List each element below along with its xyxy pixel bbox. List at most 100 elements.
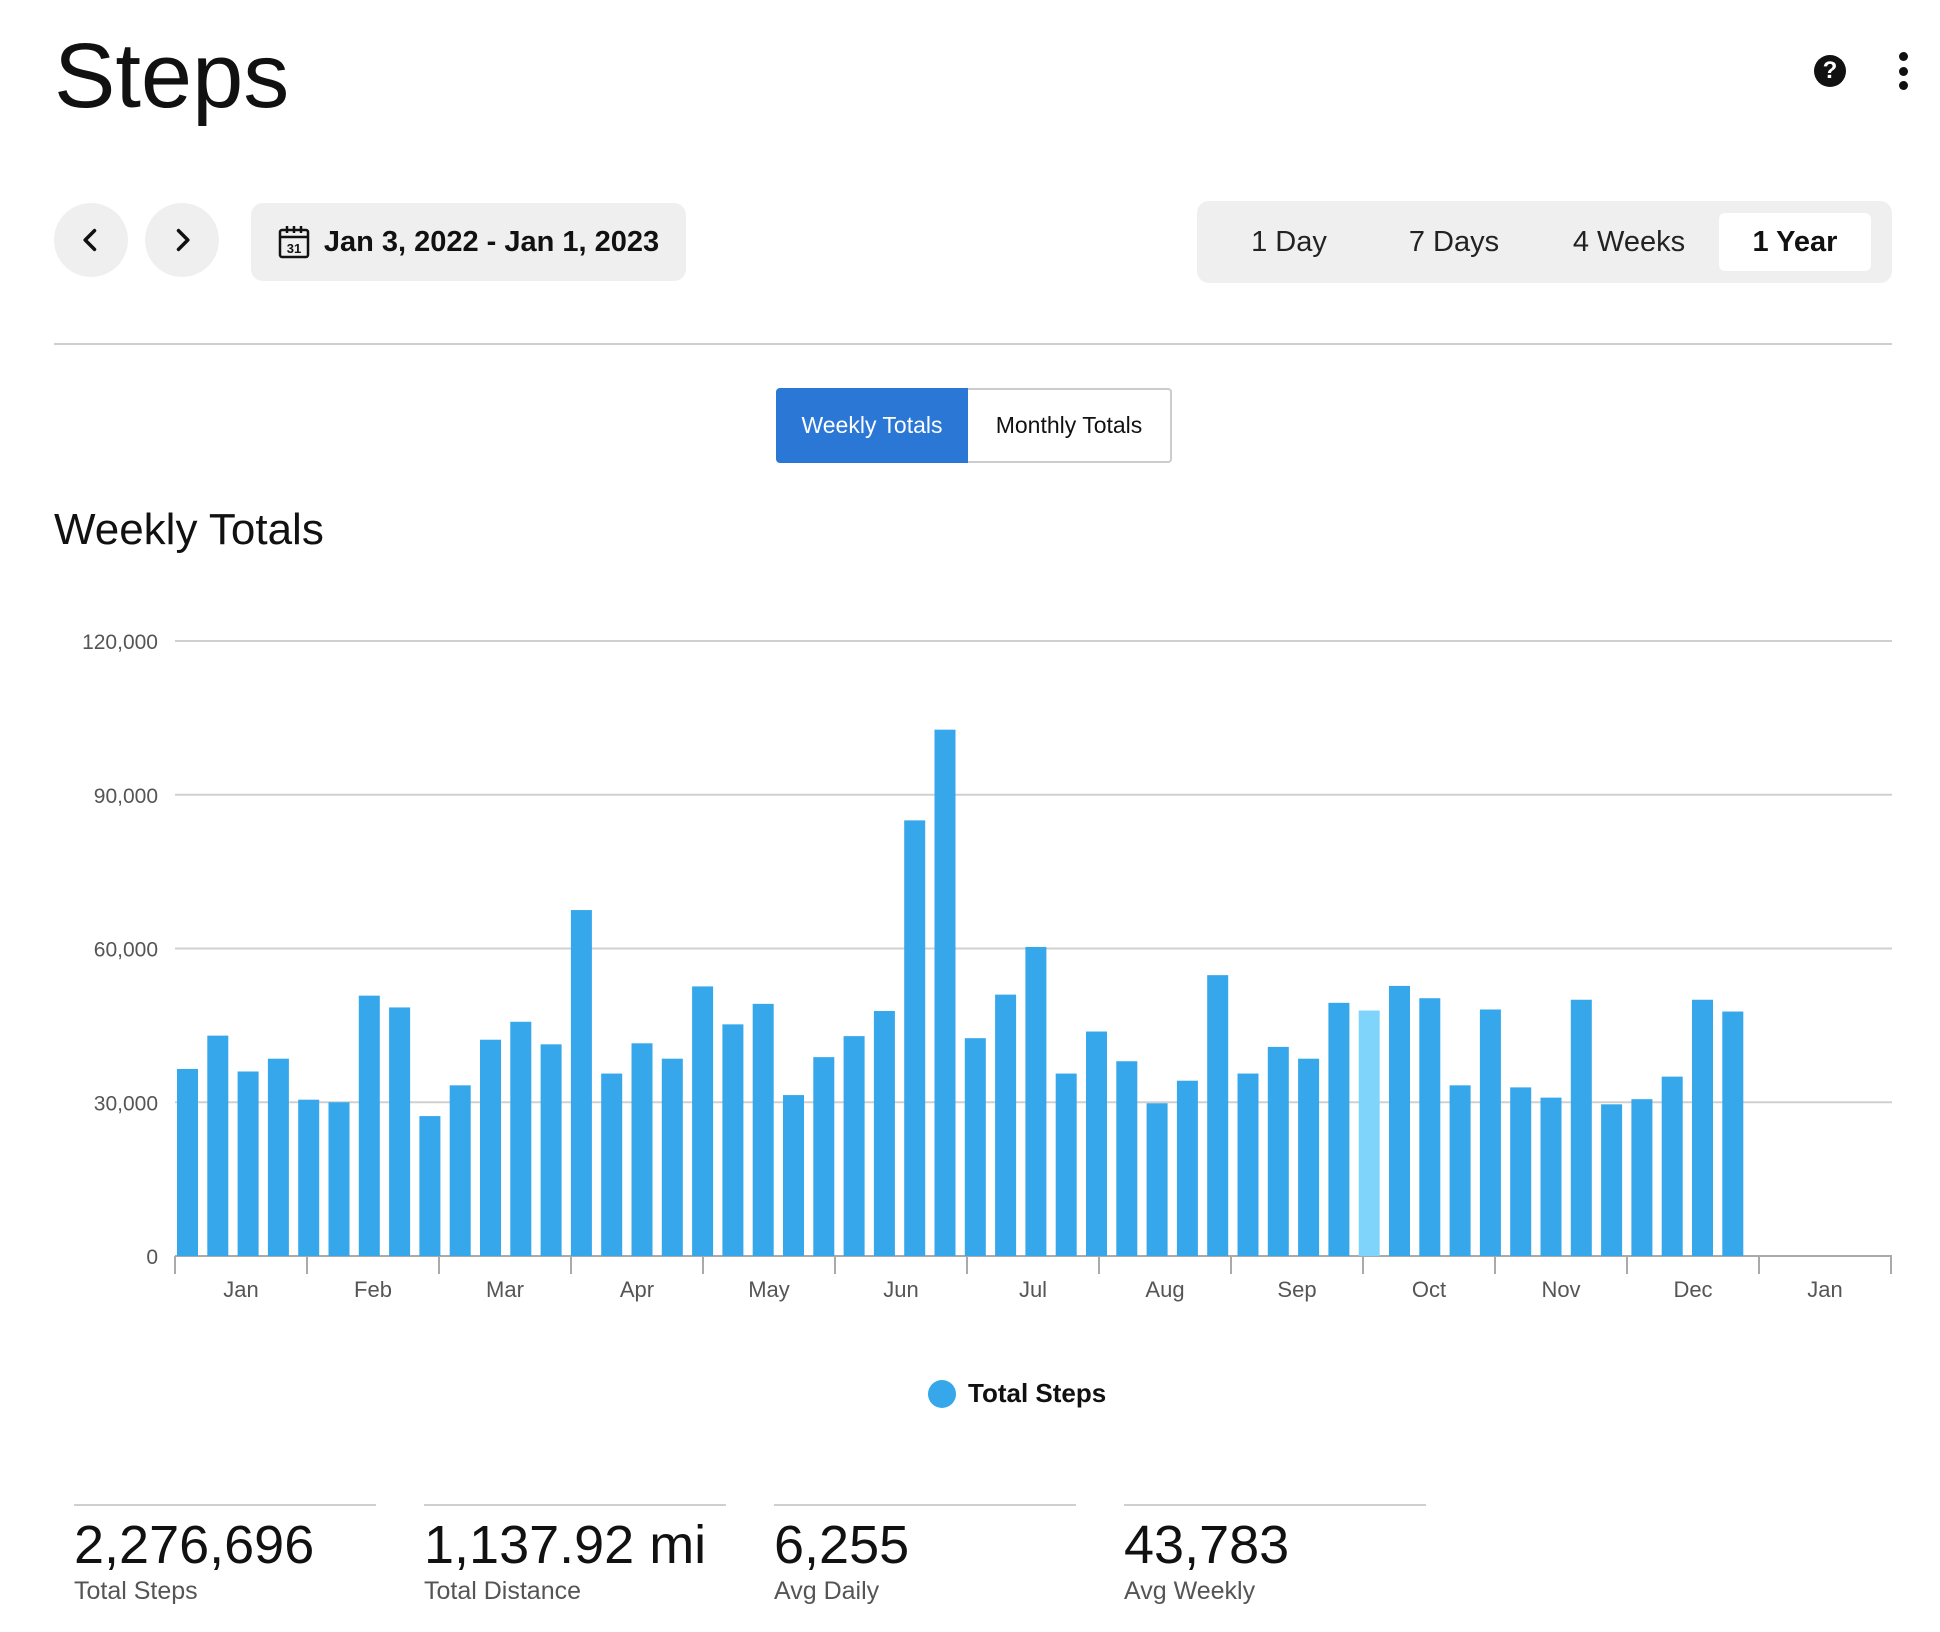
monthly-totals-button[interactable]: Monthly Totals (968, 388, 1172, 463)
help-icon[interactable]: ? (1814, 55, 1846, 87)
stat-label: Total Steps (74, 1577, 198, 1606)
range-selector: 1 Day 7 Days 4 Weeks 1 Year (1197, 201, 1892, 283)
bar (1479, 1009, 1501, 1256)
bar (1237, 1073, 1259, 1256)
bar (1176, 1080, 1198, 1256)
bar (722, 1024, 744, 1256)
stat-value: 1,137.92 mi (424, 1515, 707, 1575)
summary-stats: 2,276,696 Total Steps 1,137.92 mi Total … (74, 1504, 1426, 1606)
bar (813, 1057, 835, 1256)
stat-total-steps: 2,276,696 Total Steps (74, 1504, 376, 1606)
tab-4-weeks[interactable]: 4 Weeks (1572, 225, 1686, 258)
bar (904, 820, 926, 1256)
bar (1661, 1076, 1683, 1256)
bar (1419, 998, 1441, 1256)
bar (1389, 985, 1410, 1256)
legend-swatch (928, 1379, 956, 1408)
bar (692, 986, 714, 1256)
bar (843, 1036, 865, 1256)
more-options-icon[interactable] (1896, 52, 1910, 90)
bar (964, 1038, 986, 1256)
bar (510, 1021, 532, 1256)
bar (389, 1007, 411, 1256)
calendar-icon: 31 (278, 226, 310, 259)
stat-value: 2,276,696 (74, 1515, 315, 1575)
tab-1-year[interactable]: 1 Year (1719, 213, 1871, 271)
bar (934, 729, 956, 1256)
page-title: Steps (54, 25, 290, 127)
bar (237, 1071, 259, 1256)
header-divider (54, 343, 1892, 345)
header-actions: ? (1814, 52, 1910, 90)
stat-avg-daily: 6,255 Avg Daily (774, 1504, 1076, 1606)
x-tick-label: May (748, 1277, 790, 1302)
bar (177, 1068, 198, 1256)
bar (873, 1011, 895, 1256)
bar (1449, 1085, 1471, 1256)
section-title: Weekly Totals (54, 505, 324, 554)
stat-value: 43,783 (1124, 1515, 1290, 1575)
x-tick-label: Feb (354, 1277, 392, 1302)
bar (1601, 1104, 1623, 1256)
bar (1207, 975, 1229, 1256)
x-tick-label: Jan (1807, 1277, 1842, 1302)
bar (752, 1003, 774, 1256)
bar (1086, 1031, 1107, 1256)
tab-7-days[interactable]: 7 Days (1408, 225, 1500, 258)
stat-value: 6,255 (774, 1515, 910, 1575)
chevron-left-icon (83, 228, 97, 252)
bar (1358, 1010, 1380, 1256)
bar (1722, 1011, 1744, 1256)
bar (267, 1058, 289, 1256)
svg-text:31: 31 (287, 241, 301, 256)
bar (1692, 999, 1713, 1256)
y-tick-label: 90,000 (94, 785, 158, 808)
stat-avg-weekly: 43,783 Avg Weekly (1124, 1504, 1426, 1606)
x-tick-label: Apr (620, 1277, 654, 1302)
stat-total-distance: 1,137.92 mi Total Distance (424, 1504, 726, 1606)
weekly-totals-button[interactable]: Weekly Totals (776, 388, 968, 463)
bar (449, 1085, 471, 1256)
legend-label: Total Steps (968, 1378, 1107, 1408)
stat-label: Avg Daily (774, 1577, 880, 1606)
x-tick-label: Mar (486, 1277, 524, 1302)
bar (995, 994, 1017, 1256)
y-tick-label: 30,000 (94, 1092, 158, 1115)
x-tick-label: Aug (1145, 1277, 1184, 1302)
y-tick-label: 60,000 (94, 939, 158, 962)
x-tick-label: Oct (1412, 1277, 1446, 1302)
y-tick-label: 0 (146, 1246, 158, 1269)
x-tick-label: Dec (1673, 1277, 1712, 1302)
chevron-right-icon (176, 228, 190, 252)
stat-label: Avg Weekly (1124, 1577, 1256, 1606)
bar (1631, 1099, 1653, 1256)
bar (1116, 1061, 1138, 1256)
bar (1328, 1002, 1350, 1256)
y-tick-label: 120,000 (82, 631, 158, 654)
previous-period-button[interactable] (54, 203, 128, 277)
date-range-picker[interactable]: 31 Jan 3, 2022 - Jan 1, 2023 (251, 203, 686, 281)
bar (661, 1058, 683, 1256)
bar (1298, 1058, 1320, 1256)
bar (601, 1073, 623, 1256)
bar (783, 1095, 804, 1256)
bar (1267, 1046, 1289, 1256)
bar (631, 1043, 653, 1256)
bar (1570, 999, 1592, 1256)
stat-label: Total Distance (424, 1577, 582, 1606)
bar (358, 995, 380, 1256)
bar (540, 1044, 562, 1256)
totals-toggle: Weekly Totals Monthly Totals (776, 388, 1172, 463)
bar (298, 1099, 320, 1256)
chart-legend[interactable]: Total Steps (928, 1378, 1106, 1409)
x-tick-label: Jan (223, 1277, 258, 1302)
x-tick-label: Nov (1541, 1277, 1580, 1302)
tab-1-day[interactable]: 1 Day (1251, 225, 1327, 258)
next-period-button[interactable] (145, 203, 219, 277)
bar (1510, 1087, 1532, 1256)
x-tick-label: Sep (1277, 1277, 1316, 1302)
x-tick-label: Jun (883, 1277, 918, 1302)
bar (1055, 1073, 1077, 1256)
weekly-steps-chart: 0 30,000 60,000 90,000 120,000 Jan Feb Mar Apr Ma… (82, 631, 1892, 1302)
date-range-label: Jan 3, 2022 - Jan 1, 2023 (323, 225, 660, 258)
